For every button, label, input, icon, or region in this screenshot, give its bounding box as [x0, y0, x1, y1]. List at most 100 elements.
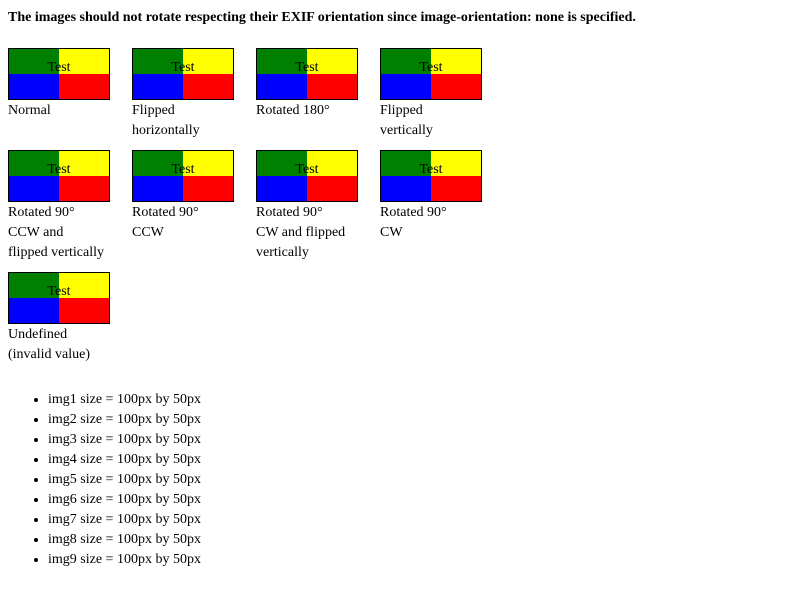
image-figure: Test Rotated 90° CCW and flipped vertically [8, 150, 118, 263]
blue-quadrant [257, 74, 307, 99]
blue-quadrant [9, 74, 59, 99]
green-quadrant [9, 273, 59, 298]
image-caption: Normal [8, 101, 118, 121]
image-label: Test [47, 284, 71, 299]
image-figure: Test Rotated 90° CCW [132, 150, 242, 243]
red-quadrant [183, 74, 233, 99]
caption-line: Undefined [8, 327, 68, 342]
caption-line: Flipped [132, 103, 175, 118]
red-quadrant [307, 74, 357, 99]
green-quadrant [257, 49, 307, 74]
caption-line: Rotated 90° [380, 205, 447, 220]
page-heading: The images should not rotate respecting … [8, 10, 636, 25]
yellow-quadrant [183, 49, 233, 74]
image-label: Test [295, 60, 319, 75]
red-quadrant [183, 176, 233, 201]
image-figure: Test Normal [8, 48, 118, 121]
caption-line: vertically [256, 245, 309, 260]
caption-line: Rotated 90° [8, 205, 75, 220]
yellow-quadrant [431, 49, 481, 74]
image-caption: Rotated 90° CW and flipped vertically [256, 203, 366, 263]
image-caption: Flipped horizontally [132, 101, 242, 141]
image-caption: Rotated 180° [256, 101, 366, 121]
red-quadrant [431, 176, 481, 201]
caption-line: horizontally [132, 123, 200, 138]
green-quadrant [133, 49, 183, 74]
test-image: Test [132, 48, 234, 100]
blue-quadrant [257, 176, 307, 201]
image-caption: Rotated 90° CCW and flipped vertically [8, 203, 118, 263]
test-image: Test [256, 48, 358, 100]
caption-line: vertically [380, 123, 433, 138]
red-quadrant [59, 74, 109, 99]
green-quadrant [9, 151, 59, 176]
image-label: Test [419, 162, 443, 177]
caption-line: CCW [132, 225, 164, 240]
caption-line: Normal [8, 103, 51, 118]
caption-line: Rotated 90° [256, 205, 323, 220]
image-figure: Test Rotated 180° [256, 48, 366, 121]
test-image: Test [380, 48, 482, 100]
red-quadrant [431, 74, 481, 99]
size-list-item: img3 size = 100px by 50px [48, 430, 201, 450]
size-list-item: img7 size = 100px by 50px [48, 510, 201, 530]
yellow-quadrant [59, 49, 109, 74]
caption-line: Flipped [380, 103, 423, 118]
blue-quadrant [9, 298, 59, 323]
image-caption: Undefined (invalid value) [8, 325, 118, 365]
caption-line: CCW and [8, 225, 64, 240]
image-caption: Rotated 90° CW [380, 203, 490, 243]
image-label: Test [171, 162, 195, 177]
image-figure: Test Undefined (invalid value) [8, 272, 118, 365]
size-list-item: img6 size = 100px by 50px [48, 490, 201, 510]
size-list-item: img4 size = 100px by 50px [48, 450, 201, 470]
image-figure: Test Rotated 90° CW [380, 150, 490, 243]
yellow-quadrant [59, 273, 109, 298]
size-list-item: img1 size = 100px by 50px [48, 390, 201, 410]
caption-line: Rotated 90° [132, 205, 199, 220]
yellow-quadrant [307, 151, 357, 176]
size-list-item: img2 size = 100px by 50px [48, 410, 201, 430]
red-quadrant [59, 298, 109, 323]
image-label: Test [47, 60, 71, 75]
caption-line: CW [380, 225, 403, 240]
caption-line: CW and flipped [256, 225, 346, 240]
image-label: Test [171, 60, 195, 75]
image-figure: Test Flipped horizontally [132, 48, 242, 141]
image-caption: Flipped vertically [380, 101, 490, 141]
blue-quadrant [133, 176, 183, 201]
blue-quadrant [381, 74, 431, 99]
size-list-item: img5 size = 100px by 50px [48, 470, 201, 490]
yellow-quadrant [183, 151, 233, 176]
green-quadrant [9, 49, 59, 74]
caption-line: Rotated 180° [256, 103, 330, 118]
yellow-quadrant [307, 49, 357, 74]
test-image: Test [256, 150, 358, 202]
caption-line: (invalid value) [8, 347, 91, 362]
caption-line: flipped vertically [8, 245, 105, 260]
image-label: Test [419, 60, 443, 75]
test-image: Test [8, 272, 110, 324]
image-figure: Test Rotated 90° CW and flipped vertically [256, 150, 366, 263]
image-label: Test [295, 162, 319, 177]
blue-quadrant [381, 176, 431, 201]
image-caption: Rotated 90° CCW [132, 203, 242, 243]
green-quadrant [381, 151, 431, 176]
size-list-item: img9 size = 100px by 50px [48, 550, 201, 570]
yellow-quadrant [59, 151, 109, 176]
green-quadrant [133, 151, 183, 176]
blue-quadrant [133, 74, 183, 99]
image-figure: Test Flipped vertically [380, 48, 490, 141]
size-list-item: img8 size = 100px by 50px [48, 530, 201, 550]
red-quadrant [307, 176, 357, 201]
red-quadrant [59, 176, 109, 201]
test-image: Test [132, 150, 234, 202]
image-size-list: img1 size = 100px by 50pximg2 size = 100… [8, 390, 201, 570]
blue-quadrant [9, 176, 59, 201]
yellow-quadrant [431, 151, 481, 176]
test-image: Test [380, 150, 482, 202]
test-image: Test [8, 48, 110, 100]
green-quadrant [381, 49, 431, 74]
image-label: Test [47, 162, 71, 177]
test-image: Test [8, 150, 110, 202]
